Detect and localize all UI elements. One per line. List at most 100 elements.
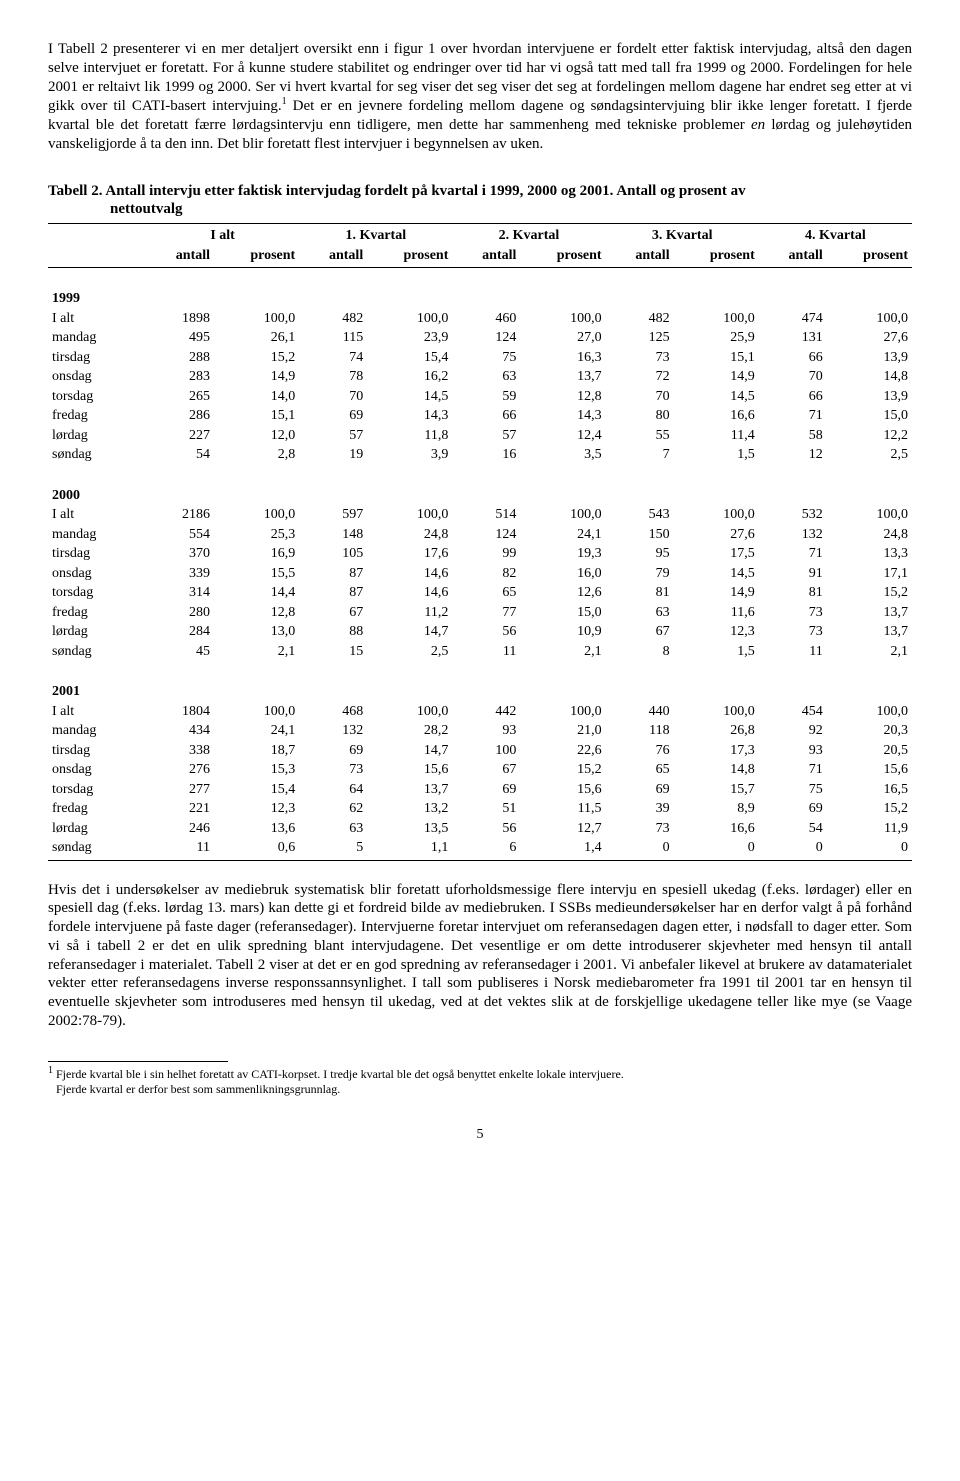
year-row: 1999: [48, 284, 912, 309]
table-cell: 100,0: [367, 702, 452, 722]
table-cell: 73: [606, 819, 674, 839]
sub-1a: antall: [299, 246, 367, 268]
table-cell: 13,0: [214, 622, 299, 642]
table-cell: 12,8: [214, 603, 299, 623]
sub-1b: prosent: [367, 246, 452, 268]
table-cell: 82: [452, 564, 520, 584]
table-cell: 19,3: [520, 544, 605, 564]
table-spacer: [48, 268, 912, 285]
row-label: lørdag: [48, 426, 146, 446]
table-cell: 39: [606, 799, 674, 819]
sub-3b: prosent: [674, 246, 759, 268]
table-cell: 69: [452, 780, 520, 800]
table-cell: 14,5: [674, 564, 759, 584]
table-cell: 24,1: [214, 721, 299, 741]
row-label: tirsdag: [48, 741, 146, 761]
table-cell: 115: [299, 328, 367, 348]
table-cell: 132: [299, 721, 367, 741]
table-cell: 15,0: [827, 406, 912, 426]
table-row: tirsdag37016,910517,69919,39517,57113,3: [48, 544, 912, 564]
table-cell: 532: [759, 505, 827, 525]
table-cell: 63: [299, 819, 367, 839]
table-cell: 124: [452, 525, 520, 545]
table-cell: 58: [759, 426, 827, 446]
table-cell: 339: [146, 564, 214, 584]
table-cell: 75: [759, 780, 827, 800]
table-cell: 442: [452, 702, 520, 722]
table-cell: 246: [146, 819, 214, 839]
table-row: torsdag27715,46413,76915,66915,77516,5: [48, 780, 912, 800]
table-cell: 81: [606, 583, 674, 603]
table-cell: 12,4: [520, 426, 605, 446]
paragraph-1: I Tabell 2 presenterer vi en mer detalje…: [48, 40, 912, 154]
table-row: fredag28615,16914,36614,38016,67115,0: [48, 406, 912, 426]
table-header-row-2: antall prosent antall prosent antall pro…: [48, 246, 912, 268]
table-cell: 434: [146, 721, 214, 741]
table-cell: 14,3: [367, 406, 452, 426]
table-cell: 15,6: [520, 780, 605, 800]
para1-em: en: [751, 117, 765, 133]
table-cell: 15,5: [214, 564, 299, 584]
table-cell: 14,9: [214, 367, 299, 387]
table-cell: 63: [606, 603, 674, 623]
table-cell: 15,1: [674, 348, 759, 368]
table-2-title-line2: nettoutvalg: [110, 200, 912, 219]
row-label: tirsdag: [48, 348, 146, 368]
table-cell: 80: [606, 406, 674, 426]
table-cell: 13,7: [520, 367, 605, 387]
table-cell: 25,3: [214, 525, 299, 545]
table-cell: 454: [759, 702, 827, 722]
table-cell: 12,2: [827, 426, 912, 446]
sub-0b: prosent: [214, 246, 299, 268]
table-row: I alt1804100,0468100,0442100,0440100,045…: [48, 702, 912, 722]
table-cell: 2186: [146, 505, 214, 525]
table-cell: 265: [146, 387, 214, 407]
table-cell: 1,4: [520, 838, 605, 860]
table-cell: 93: [759, 741, 827, 761]
table-cell: 11,2: [367, 603, 452, 623]
row-label: tirsdag: [48, 544, 146, 564]
table-cell: 78: [299, 367, 367, 387]
table-cell: 15,2: [827, 799, 912, 819]
table-cell: 99: [452, 544, 520, 564]
table-cell: 55: [606, 426, 674, 446]
table-cell: 73: [299, 760, 367, 780]
table-cell: 12: [759, 445, 827, 465]
table-cell: 460: [452, 309, 520, 329]
table-cell: 65: [606, 760, 674, 780]
table-cell: 468: [299, 702, 367, 722]
table-row: lørdag24613,66313,55612,77316,65411,9: [48, 819, 912, 839]
table-cell: 21,0: [520, 721, 605, 741]
table-cell: 15,0: [520, 603, 605, 623]
table-cell: 14,3: [520, 406, 605, 426]
table-cell: 100,0: [674, 505, 759, 525]
table-cell: 13,9: [827, 387, 912, 407]
table-cell: 0: [674, 838, 759, 860]
table-cell: 14,7: [367, 622, 452, 642]
table-cell: 66: [452, 406, 520, 426]
table-cell: 16,9: [214, 544, 299, 564]
table-cell: 1,5: [674, 445, 759, 465]
table-cell: 100,0: [520, 309, 605, 329]
row-label: I alt: [48, 702, 146, 722]
table-cell: 280: [146, 603, 214, 623]
table-cell: 15,6: [367, 760, 452, 780]
table-cell: 12,3: [674, 622, 759, 642]
table-cell: 5: [299, 838, 367, 860]
row-label: mandag: [48, 721, 146, 741]
table-2-title-line1: Tabell 2. Antall intervju etter faktisk …: [48, 183, 746, 199]
table-cell: 13,2: [367, 799, 452, 819]
table-cell: 56: [452, 819, 520, 839]
table-cell: 13,7: [827, 603, 912, 623]
table-cell: 14,7: [367, 741, 452, 761]
table-row: tirsdag28815,27415,47516,37315,16613,9: [48, 348, 912, 368]
table-cell: 100,0: [674, 309, 759, 329]
table-row: lørdag22712,05711,85712,45511,45812,2: [48, 426, 912, 446]
table-cell: 71: [759, 406, 827, 426]
footnote-marker-1: 1: [48, 1065, 53, 1076]
table-cell: 14,6: [367, 583, 452, 603]
table-cell: 11: [759, 642, 827, 662]
row-label: lørdag: [48, 819, 146, 839]
footnote-text-a: Fjerde kvartal ble i sin helhet foretatt…: [56, 1067, 624, 1081]
table-cell: 1,5: [674, 642, 759, 662]
